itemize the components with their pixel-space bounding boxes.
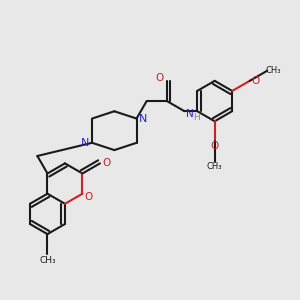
Text: H: H <box>194 113 200 122</box>
Text: O: O <box>84 192 92 202</box>
Text: O: O <box>251 76 259 86</box>
Text: O: O <box>155 73 164 83</box>
Text: CH₃: CH₃ <box>266 66 281 75</box>
Text: O: O <box>102 158 111 168</box>
Text: N: N <box>81 138 90 148</box>
Text: CH₃: CH₃ <box>207 162 223 171</box>
Text: O: O <box>211 141 219 151</box>
Text: CH₃: CH₃ <box>39 256 56 265</box>
Text: N: N <box>187 109 194 119</box>
Text: N: N <box>139 114 147 124</box>
